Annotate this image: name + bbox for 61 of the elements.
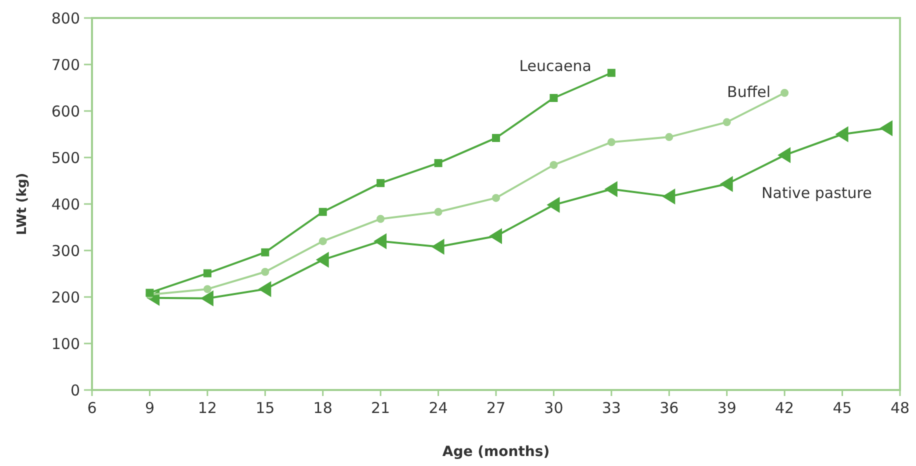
series-label: Buffel <box>727 82 771 101</box>
x-tick-label: 45 <box>832 399 852 417</box>
x-tick-label: 36 <box>660 399 679 417</box>
point <box>607 138 616 146</box>
y-tick-label: 0 <box>70 381 80 400</box>
x-axis-title: Age (months) <box>442 444 550 460</box>
y-axis-title: LWt (kg) <box>15 172 30 236</box>
point <box>374 233 387 250</box>
y-tick-label: 600 <box>51 102 80 120</box>
point <box>203 285 212 294</box>
point <box>261 268 270 276</box>
point <box>492 194 500 202</box>
point <box>546 196 560 213</box>
x-tick-label: 27 <box>486 399 506 417</box>
x-tick-label: 24 <box>428 399 448 417</box>
y-tick-label: 500 <box>51 148 80 167</box>
point <box>778 147 791 164</box>
point <box>318 208 327 216</box>
point <box>434 159 442 168</box>
point <box>604 181 618 198</box>
point <box>550 94 558 102</box>
point <box>258 281 272 298</box>
point <box>200 290 214 306</box>
x-tick-label: 15 <box>256 399 275 417</box>
y-tick-label: 100 <box>51 334 80 353</box>
point <box>835 126 848 142</box>
x-tick-label: 42 <box>775 399 794 417</box>
x-tick-label: 33 <box>602 399 621 417</box>
point <box>434 208 442 216</box>
point <box>431 238 444 255</box>
point <box>665 133 674 142</box>
x-tick-label: 39 <box>717 399 736 417</box>
series-label: Leucaena <box>519 56 592 75</box>
x-tick-label: 21 <box>371 399 390 417</box>
point <box>489 228 502 244</box>
point <box>880 120 893 136</box>
point <box>316 252 329 268</box>
point <box>318 237 327 246</box>
point <box>550 160 558 169</box>
point <box>662 188 676 205</box>
y-tick-label: 200 <box>51 288 80 306</box>
series-label: Native pasture <box>762 184 872 202</box>
point <box>722 118 731 126</box>
x-tick-label: 12 <box>198 399 217 417</box>
point <box>607 68 616 77</box>
x-tick-label: 9 <box>144 399 154 417</box>
y-tick-label: 300 <box>51 242 80 260</box>
y-tick-label: 400 <box>51 195 80 214</box>
point <box>261 248 270 256</box>
x-tick-label: 6 <box>87 399 97 417</box>
x-tick-label: 18 <box>313 399 332 417</box>
point <box>720 176 733 192</box>
point <box>492 134 500 142</box>
point <box>203 269 212 278</box>
x-tick-label: 30 <box>544 399 564 417</box>
y-tick-label: 800 <box>51 9 80 28</box>
x-tick-label: 48 <box>890 399 910 417</box>
point <box>376 214 385 223</box>
y-tick-label: 700 <box>51 56 80 74</box>
point <box>376 179 385 188</box>
point <box>780 88 789 97</box>
